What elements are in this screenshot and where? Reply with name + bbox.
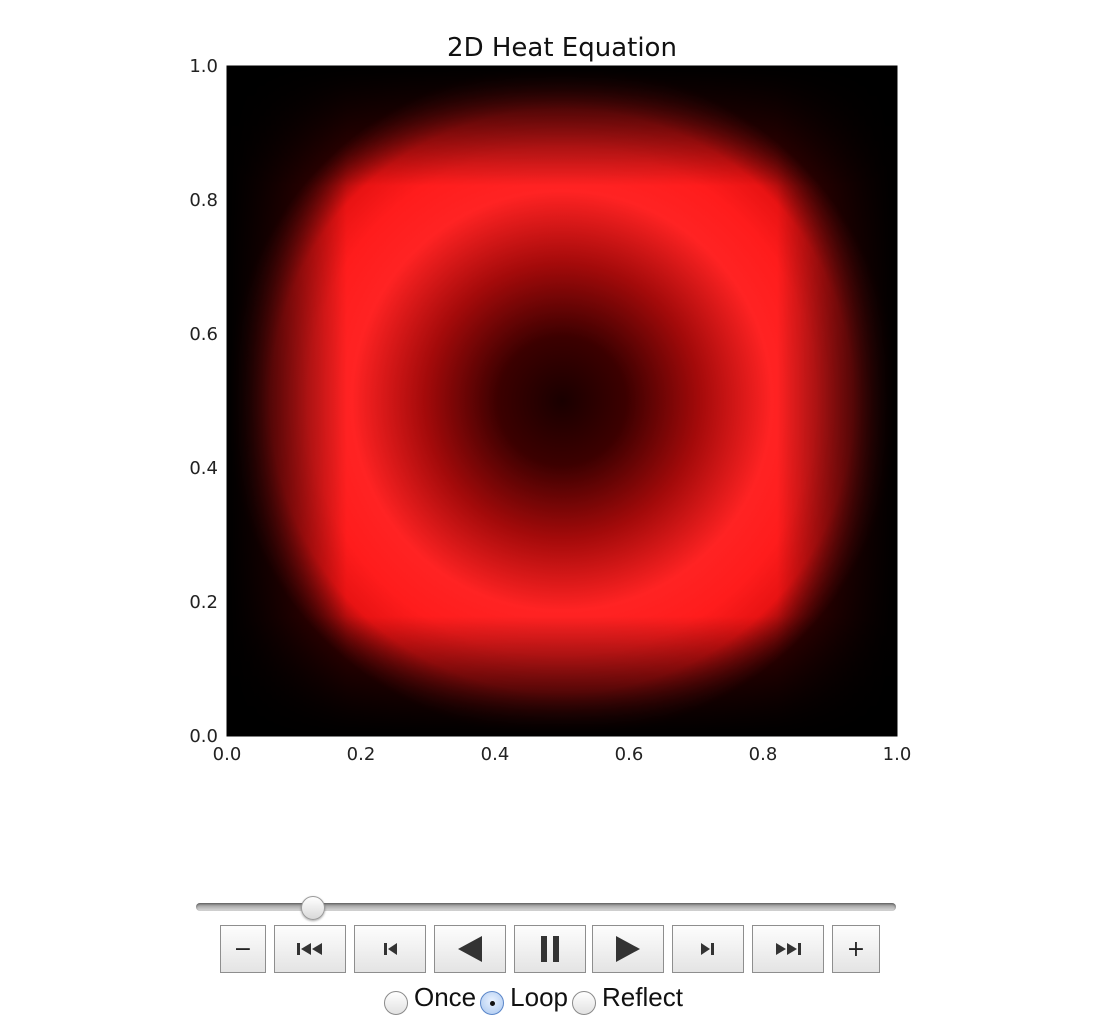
mode-option-once[interactable]: Once xyxy=(384,979,476,1015)
mode-option-reflect[interactable]: Reflect xyxy=(572,979,683,1015)
y-tick-label: 1.0 xyxy=(189,56,218,77)
heatmap-field xyxy=(227,66,897,736)
frame-slider[interactable] xyxy=(196,896,896,920)
last-frame-button[interactable] xyxy=(752,925,824,973)
next-frame-button[interactable] xyxy=(672,925,744,973)
mode-radio-loop[interactable] xyxy=(480,991,505,1015)
step-back-icon xyxy=(380,940,400,958)
x-axis: 0.0 0.2 0.4 0.6 0.8 1.0 xyxy=(213,744,912,765)
animation-controls: − + xyxy=(0,925,1100,973)
mode-label: Reflect xyxy=(602,981,683,1012)
slider-thumb[interactable] xyxy=(300,896,325,920)
x-tick-label: 0.4 xyxy=(481,744,510,765)
mode-label: Loop xyxy=(510,981,568,1012)
minus-icon: − xyxy=(233,936,253,962)
loop-mode-selector: Once Loop Reflect xyxy=(384,979,687,1015)
skip-to-last-icon xyxy=(773,940,803,958)
play-button[interactable] xyxy=(592,925,664,973)
mode-radio-reflect[interactable] xyxy=(572,991,596,1015)
y-tick-label: 0.4 xyxy=(189,458,218,479)
x-tick-label: 0.2 xyxy=(347,744,376,765)
x-tick-label: 0.8 xyxy=(749,744,778,765)
x-tick-label: 0.6 xyxy=(615,744,644,765)
slider-track[interactable] xyxy=(196,903,896,911)
play-reverse-icon xyxy=(455,934,485,964)
mode-radio-once[interactable] xyxy=(384,991,408,1015)
x-tick-label: 0.0 xyxy=(213,744,242,765)
chart-title: 2D Heat Equation xyxy=(447,33,677,63)
previous-frame-button[interactable] xyxy=(354,925,426,973)
decrease-speed-button[interactable]: − xyxy=(220,925,266,973)
step-forward-icon xyxy=(698,940,718,958)
skip-to-first-icon xyxy=(295,940,325,958)
plot-frame xyxy=(226,65,898,737)
first-frame-button[interactable] xyxy=(274,925,346,973)
play-icon xyxy=(613,934,643,964)
pause-button[interactable] xyxy=(514,925,586,973)
pause-icon xyxy=(537,934,563,964)
heatmap-chart: 2D Heat Equation 0.0 0.2 0.4 0.6 0.8 1.0 0.00… xyxy=(189,33,912,765)
plus-icon: + xyxy=(846,936,866,962)
play-reverse-button[interactable] xyxy=(434,925,506,973)
x-tick-label: 1.0 xyxy=(883,744,912,765)
y-tick-label: 0.8 xyxy=(189,190,218,211)
increase-speed-button[interactable]: + xyxy=(832,925,880,973)
mode-label: Once xyxy=(414,981,477,1012)
mode-option-loop[interactable]: Loop xyxy=(480,979,568,1015)
y-tick-label: 0.2 xyxy=(189,592,218,613)
y-tick-label: 0.0 xyxy=(189,726,218,747)
heatmap-figure: 2D Heat Equation 0.0 0.2 0.4 0.6 0.8 1.0 0.0 0… xyxy=(189,33,912,765)
y-axis: 0.0 0.2 0.4 0.6 0.8 1.0 xyxy=(189,56,218,747)
y-tick-label: 0.6 xyxy=(189,324,218,345)
